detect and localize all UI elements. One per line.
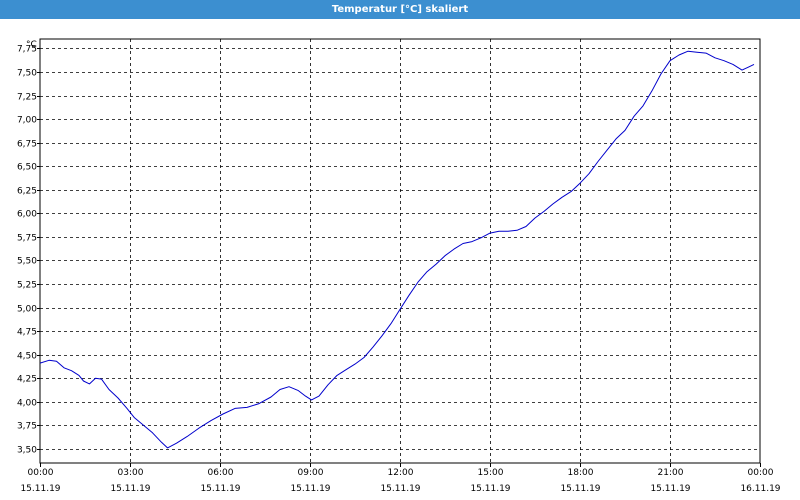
x-tick-time-label: 03:00 <box>118 468 144 478</box>
x-tick-time-label: 15:00 <box>478 468 504 478</box>
y-tick-label: 6,75 <box>17 140 37 150</box>
y-tick-label: 6,50 <box>17 163 37 173</box>
x-tick-time-label: 09:00 <box>298 468 324 478</box>
y-tick-label: 7,75 <box>17 45 37 55</box>
x-tick-time-label: 18:00 <box>568 468 594 478</box>
x-tick-time-label: 00:00 <box>748 468 774 478</box>
y-axis-unit-label: °C <box>26 40 37 50</box>
x-tick-date-label: 15.11.19 <box>650 484 690 494</box>
y-tick-label: 6,25 <box>17 187 37 197</box>
x-tick-date-label: 15.11.19 <box>380 484 420 494</box>
x-tick-date-label: 15.11.19 <box>560 484 600 494</box>
x-tick-time-label: 00:00 <box>28 468 54 478</box>
x-tick-date-label: 15.11.19 <box>290 484 330 494</box>
y-tick-label: 3,50 <box>17 446 37 456</box>
y-tick-label: 5,50 <box>17 257 37 267</box>
y-tick-label: 4,75 <box>17 328 37 338</box>
x-tick-date-label: 16.11.19 <box>740 484 780 494</box>
y-tick-label: 4,50 <box>17 352 37 362</box>
y-tick-label: 6,00 <box>17 210 37 220</box>
plot-area: °C 3,50 3,75 4,00 4,25 4,50 4,75 5,00 5,25 5,50 5… <box>0 19 800 500</box>
x-tick-date-label: 15.11.19 <box>110 484 150 494</box>
x-tick-date-label: 15.11.19 <box>200 484 240 494</box>
x-tick-time-label: 06:00 <box>208 468 234 478</box>
y-tick-label: 7,50 <box>17 69 37 79</box>
y-tick-label: 7,00 <box>17 116 37 126</box>
x-tick-time-label: 12:00 <box>388 468 414 478</box>
x-tick-time-label: 21:00 <box>658 468 684 478</box>
y-tick-label: 5,00 <box>17 305 37 315</box>
y-tick-label: 7,25 <box>17 93 37 103</box>
y-tick-label: 4,00 <box>17 399 37 409</box>
chart-title: Temperatur [°C] skaliert <box>0 0 800 19</box>
temperature-series-line <box>39 50 755 449</box>
y-tick-label: 4,25 <box>17 375 37 385</box>
y-tick-label: 5,25 <box>17 281 37 291</box>
x-tick-date-label: 15.11.19 <box>470 484 510 494</box>
x-tick-date-label: 15.11.19 <box>20 484 60 494</box>
y-tick-label: 3,75 <box>17 422 37 432</box>
temperature-line-chart: °C 3,50 3,75 4,00 4,25 4,50 4,75 5,00 5,25 5,50 5… <box>17 38 781 494</box>
y-tick-label: 5,75 <box>17 234 37 244</box>
plot-border <box>39 38 761 464</box>
